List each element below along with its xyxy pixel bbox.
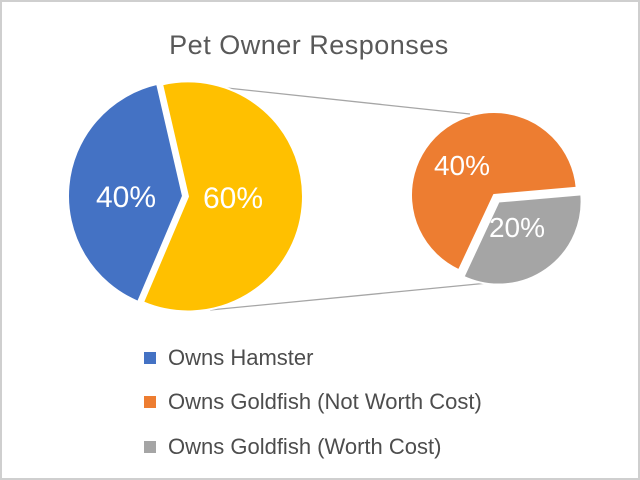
legend-swatch-blue-icon [144, 352, 156, 364]
legend-label-owns-hamster: Owns Hamster [168, 345, 314, 370]
main-pie-label-yellow: 60% [202, 182, 264, 215]
secondary-pie-slice-0[interactable] [410, 111, 578, 272]
legend-swatch-orange-icon [144, 396, 156, 408]
chart-title: Pet Owner Responses [169, 30, 449, 60]
legend-swatch-gray-icon [144, 441, 156, 453]
secondary-pie-label-gray: 20% [488, 212, 546, 243]
legend-label-goldfish-not-worth: Owns Goldfish (Not Worth Cost) [168, 389, 482, 414]
legend-item-owns-hamster[interactable]: Owns Hamster [144, 345, 314, 370]
connector-line-bottom [209, 282, 489, 311]
secondary-pie-slice-1[interactable] [462, 193, 583, 286]
connector-line-top [198, 84, 471, 115]
main-pie-slice-1[interactable] [142, 80, 304, 313]
legend-item-goldfish-not-worth[interactable]: Owns Goldfish (Not Worth Cost) [144, 389, 482, 414]
legend-label-goldfish-worth: Owns Goldfish (Worth Cost) [168, 434, 442, 459]
main-pie-slice-0[interactable] [67, 82, 184, 303]
secondary-pie-label-orange: 40% [433, 150, 491, 181]
main-pie-label-blue: 40% [95, 181, 157, 214]
legend-item-goldfish-worth[interactable]: Owns Goldfish (Worth Cost) [144, 434, 442, 459]
